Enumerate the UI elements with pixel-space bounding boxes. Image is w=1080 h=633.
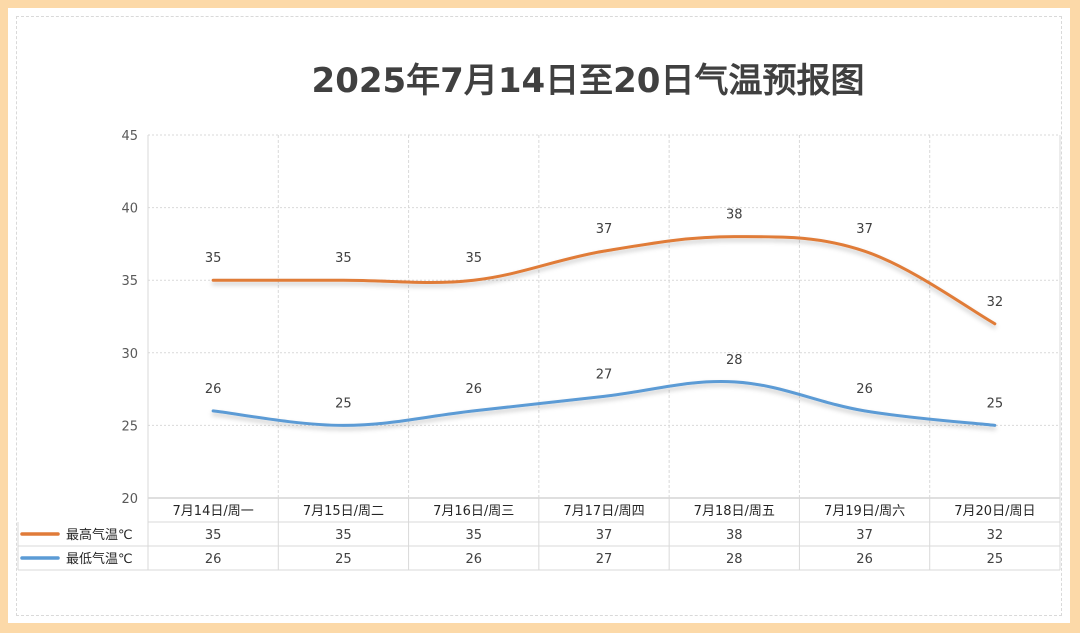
table-cell: 32 (987, 528, 1004, 543)
x-category-label: 7月19日/周六 (824, 504, 905, 519)
x-category-label: 7月14日/周一 (173, 504, 254, 519)
data-label: 27 (596, 367, 613, 382)
plot-series (211, 235, 997, 427)
data-label: 26 (465, 382, 482, 397)
table-cell: 28 (726, 552, 743, 567)
data-label: 26 (856, 382, 873, 397)
table-cell: 37 (596, 528, 613, 543)
x-category-label: 7月20日/周日 (954, 504, 1035, 519)
data-label: 35 (205, 251, 222, 266)
x-category-label: 7月17日/周四 (563, 504, 644, 519)
legend-label: 最高气温℃ (66, 527, 133, 543)
series-line-1 (211, 379, 997, 427)
data-label: 28 (726, 353, 743, 368)
table-cell: 35 (465, 528, 482, 543)
chart-title: 2025年7月14日至20日气温预报图 (312, 61, 865, 101)
y-tick-label: 45 (121, 129, 138, 144)
data-label: 25 (987, 396, 1004, 411)
series-line-0 (211, 235, 997, 326)
table-cell: 26 (856, 552, 873, 567)
data-label: 32 (987, 295, 1004, 310)
y-tick-label: 40 (121, 202, 138, 217)
table-cell: 26 (465, 552, 482, 567)
y-tick-label: 25 (121, 419, 138, 434)
y-tick-label: 30 (121, 347, 138, 362)
data-label: 35 (465, 251, 482, 266)
chart-border (16, 16, 1062, 616)
data-label: 35 (335, 251, 352, 266)
data-table: 7月14日/周一 7月15日/周二 7月16日/周三 7月17日/周四 7月18日/周五… (17, 498, 1061, 571)
table-cell: 25 (335, 552, 352, 567)
x-category-label: 7月16日/周三 (433, 504, 514, 519)
x-category-label: 7月15日/周二 (303, 504, 384, 519)
table-cell: 26 (205, 552, 222, 567)
table-cell: 35 (335, 528, 352, 543)
data-label: 26 (205, 382, 222, 397)
table-cell: 37 (856, 528, 873, 543)
y-tick-label: 35 (121, 274, 138, 289)
data-label: 37 (596, 222, 613, 237)
data-label: 37 (856, 222, 873, 237)
x-category-label: 7月18日/周五 (694, 504, 775, 519)
data-label: 38 (726, 208, 743, 223)
y-tick-label: 20 (121, 492, 138, 507)
grid (147, 134, 1061, 499)
table-cell: 35 (205, 528, 222, 543)
y-axis: 20 25 30 35 40 45 (121, 129, 138, 507)
table-cell: 25 (987, 552, 1004, 567)
table-cell: 27 (596, 552, 613, 567)
legend-label: 最低气温℃ (66, 551, 133, 567)
data-label: 25 (335, 396, 352, 411)
table-cell: 38 (726, 528, 743, 543)
data-labels: 35 35 35 37 38 37 32 26 25 26 27 28 26 25 (205, 208, 1003, 412)
